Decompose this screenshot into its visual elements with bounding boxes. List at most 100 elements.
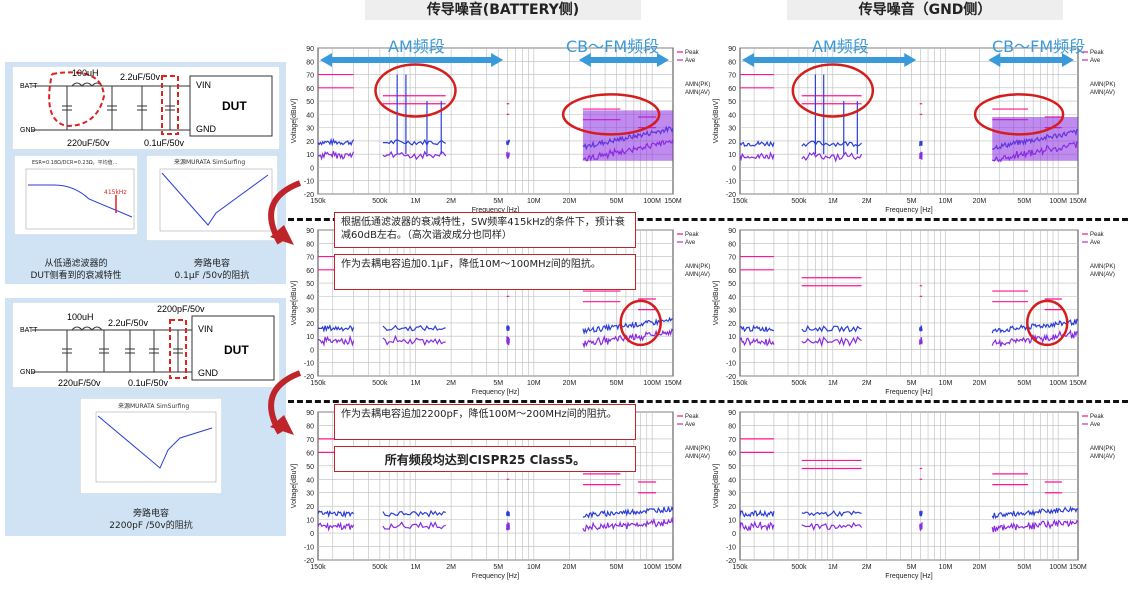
plot-frame xyxy=(739,411,1079,561)
mini-chart-1-marker: 415kHz xyxy=(104,189,127,196)
x-tick-label: 150M xyxy=(1069,380,1087,387)
trace-amn-av xyxy=(506,336,510,346)
mini-chart-1-title: ESR=0.18Ω/DCR=0.23Ω，平均值… xyxy=(32,159,118,166)
x-tick-label: 1M xyxy=(828,564,838,571)
x-tick-label: 100M xyxy=(1049,380,1067,387)
legend-entry: AMN(AV) xyxy=(685,90,710,96)
y-tick-label: 70 xyxy=(306,437,314,444)
x-axis-label: Frequency [Hz] xyxy=(472,207,520,214)
sch1-gndpin-label: GND xyxy=(196,124,217,134)
trace-amn-pk xyxy=(317,137,355,147)
y-tick-label: 90 xyxy=(306,228,314,235)
trace-amn-av xyxy=(382,334,446,347)
x-tick-label: 5M xyxy=(907,564,917,571)
y-tick-label: 20 xyxy=(728,321,736,328)
x-tick-label: 150k xyxy=(732,564,748,571)
y-tick-label: -10 xyxy=(726,545,736,552)
y-tick-label: 10 xyxy=(728,334,736,341)
trace-amn-av xyxy=(919,151,923,160)
sch2-cap3-label: 0.1uF/50v xyxy=(128,378,169,388)
x-tick-label: 50M xyxy=(1017,380,1031,387)
legend-entry: AMN(PK) xyxy=(1090,264,1115,270)
highlight-cbfm-band xyxy=(561,93,661,136)
x-tick-label: 150M xyxy=(664,564,682,571)
x-tick-label: 50M xyxy=(610,198,624,205)
x-tick-label: 100M xyxy=(643,564,661,571)
y-tick-label: 0 xyxy=(732,165,736,172)
separator-1 xyxy=(288,218,1128,221)
band-am-gnd: AM频段 xyxy=(812,37,869,56)
y-tick-label: 90 xyxy=(306,410,314,417)
schematic-1: 100uH 2.2uF/50v BATT GND 220uF/50v 0.1uF… xyxy=(12,66,280,150)
y-tick-label: 20 xyxy=(306,504,314,511)
y-tick-label: 10 xyxy=(306,518,314,525)
x-tick-label: 150k xyxy=(310,380,326,387)
x-tick-label: 5M xyxy=(493,198,503,205)
x-tick-label: 2M xyxy=(862,380,872,387)
trace-amn-av xyxy=(506,151,510,159)
legend-entry: AMN(PK) xyxy=(685,264,710,270)
mini-chart-2-caption: 旁路电容 0.1μF /50v的阻抗 xyxy=(174,259,250,281)
legend-entry: Peak xyxy=(685,50,700,56)
trace-amn-pk xyxy=(801,140,863,148)
y-tick-label: 80 xyxy=(728,241,736,248)
y-tick-label: 0 xyxy=(310,347,314,354)
mini-chart-2-title: 来源MURATA SimSurfing xyxy=(174,158,245,166)
y-tick-label: 30 xyxy=(728,126,736,133)
trace-amn-av xyxy=(317,334,355,347)
y-tick-label: 30 xyxy=(728,308,736,315)
legend-entry: AMN(AV) xyxy=(685,454,710,460)
x-axis-label: Frequency [Hz] xyxy=(472,389,520,396)
trace-amn-av xyxy=(317,521,355,532)
y-tick-label: 90 xyxy=(728,228,736,235)
trace-amn-pk xyxy=(382,509,446,518)
x-tick-label: 2M xyxy=(862,564,872,571)
x-tick-label: 10M xyxy=(939,198,953,205)
y-axis-label: Voltage[dBuV] xyxy=(713,99,720,143)
note-decoupling-01uf: 作为去耦电容追加0.1μF，降低10M～100MHz间的阻抗。 xyxy=(334,254,636,290)
sch2-cap4-label: 2200pF/50v xyxy=(157,304,205,314)
legend-entry: AMN(PK) xyxy=(685,446,710,452)
header-gnd: 传导噪音（GND侧） xyxy=(787,0,1063,20)
plot-frame xyxy=(739,229,1079,377)
mini-chart-3-caption: 旁路电容 2200pF /50v的阻抗 xyxy=(109,509,193,531)
y-tick-label: 50 xyxy=(728,281,736,288)
y-tick-label: 60 xyxy=(728,450,736,457)
x-tick-label: 20M xyxy=(973,380,987,387)
trace-amn-av xyxy=(739,151,775,162)
y-tick-label: 10 xyxy=(306,152,314,159)
y-tick-label: 50 xyxy=(728,99,736,106)
y-tick-label: -20 xyxy=(304,192,314,199)
x-tick-label: 10M xyxy=(939,380,953,387)
mini-chart-1-caption: 从低通滤波器的 DUT侧看到的衰减特性 xyxy=(30,259,122,281)
x-tick-label: 1M xyxy=(411,198,421,205)
y-tick-label: -20 xyxy=(304,558,314,565)
sch1-gnd-label: GND xyxy=(20,127,36,134)
y-tick-label: 0 xyxy=(732,347,736,354)
x-tick-label: 150k xyxy=(310,564,326,571)
y-tick-label: 20 xyxy=(306,321,314,328)
sch1-cap3-label: 0.1uF/50v xyxy=(144,138,185,148)
y-tick-label: -10 xyxy=(304,179,314,186)
x-tick-label: 5M xyxy=(907,380,917,387)
x-tick-label: 1M xyxy=(411,380,421,387)
trace-amn-pk xyxy=(801,510,862,518)
trace-amn-pk xyxy=(506,510,510,517)
x-tick-label: 150M xyxy=(1069,564,1087,571)
sch1-vin-label: VIN xyxy=(196,80,211,90)
sch2-inductor-label: 100uH xyxy=(67,312,94,322)
trace-amn-av xyxy=(382,150,447,161)
x-tick-label: 5M xyxy=(493,380,503,387)
sch2-gnd-label: GND xyxy=(20,369,36,376)
y-tick-label: 80 xyxy=(728,423,736,430)
trace-amn-av xyxy=(582,516,674,532)
highlight-high-freq xyxy=(619,299,662,347)
y-tick-label: 20 xyxy=(728,504,736,511)
x-tick-label: 2M xyxy=(446,380,456,387)
sch2-cap1-label: 2.2uF/50v xyxy=(108,318,149,328)
x-tick-label: 150M xyxy=(664,198,682,205)
y-tick-label: 10 xyxy=(728,518,736,525)
trace-dense-band xyxy=(992,117,1078,161)
